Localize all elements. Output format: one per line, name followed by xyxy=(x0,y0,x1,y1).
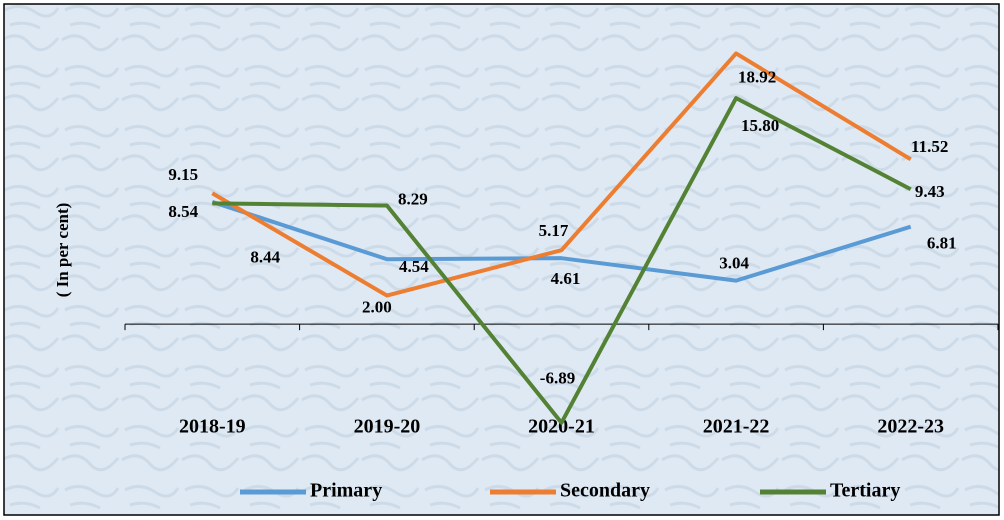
data-label: 18.92 xyxy=(738,67,776,86)
line-series xyxy=(212,96,912,425)
legend-label: Tertiary xyxy=(830,480,900,502)
legend-label: Secondary xyxy=(560,480,650,502)
data-label: 2.00 xyxy=(362,297,392,316)
data-label: 8.44 xyxy=(250,247,280,266)
legend-label: Primary xyxy=(310,480,382,502)
data-label: 8.54 xyxy=(168,202,198,221)
line-series xyxy=(211,200,912,283)
x-tick-label: 2018-19 xyxy=(179,416,246,438)
data-label: 11.52 xyxy=(911,137,948,156)
data-label: 9.43 xyxy=(915,182,945,201)
data-label: 4.61 xyxy=(551,269,581,288)
x-tick-label: 2019-20 xyxy=(354,416,421,438)
data-label: 4.54 xyxy=(399,257,429,276)
data-label: 15.80 xyxy=(741,116,779,135)
data-label: 9.15 xyxy=(168,165,198,184)
data-label: 5.17 xyxy=(539,221,569,240)
data-label: 8.29 xyxy=(398,189,428,208)
data-label: -6.89 xyxy=(540,369,575,388)
data-label: 3.04 xyxy=(719,254,749,273)
data-label: 6.81 xyxy=(927,234,957,253)
x-tick-label: 2020-21 xyxy=(528,416,595,438)
x-tick-label: 2021-22 xyxy=(703,416,770,438)
x-tick-label: 2022-23 xyxy=(877,416,944,438)
y-axis-label: ( In per cent) xyxy=(53,203,72,298)
line-series xyxy=(211,51,912,298)
